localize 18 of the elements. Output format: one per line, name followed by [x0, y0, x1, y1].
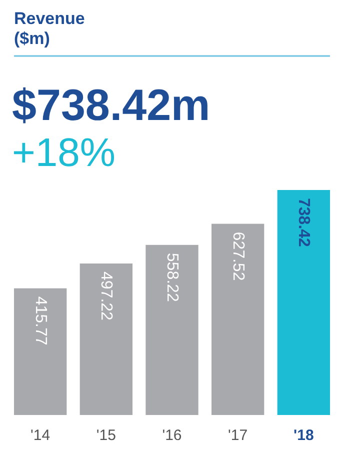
- x-tick-label: '16: [162, 427, 182, 444]
- text: +18%: [12, 131, 116, 175]
- x-tick-label: '18: [294, 427, 314, 444]
- x-tick-label: '14: [30, 427, 50, 444]
- chart-title: Revenue ($m): [14, 9, 85, 48]
- data-label: 627.52: [229, 232, 246, 281]
- text: $738.42m: [12, 81, 210, 130]
- bar: [14, 288, 67, 415]
- x-tick-label: '17: [228, 427, 248, 444]
- data-label: 497.22: [98, 271, 115, 321]
- bar: [146, 244, 198, 415]
- bar: [277, 190, 330, 415]
- x-tick-label: '15: [96, 427, 116, 444]
- data-label: 558.22: [164, 252, 180, 302]
- data-label: 738.42: [295, 198, 312, 248]
- data-label: 415.77: [32, 296, 49, 346]
- bar: [212, 224, 264, 415]
- bar: [80, 263, 132, 415]
